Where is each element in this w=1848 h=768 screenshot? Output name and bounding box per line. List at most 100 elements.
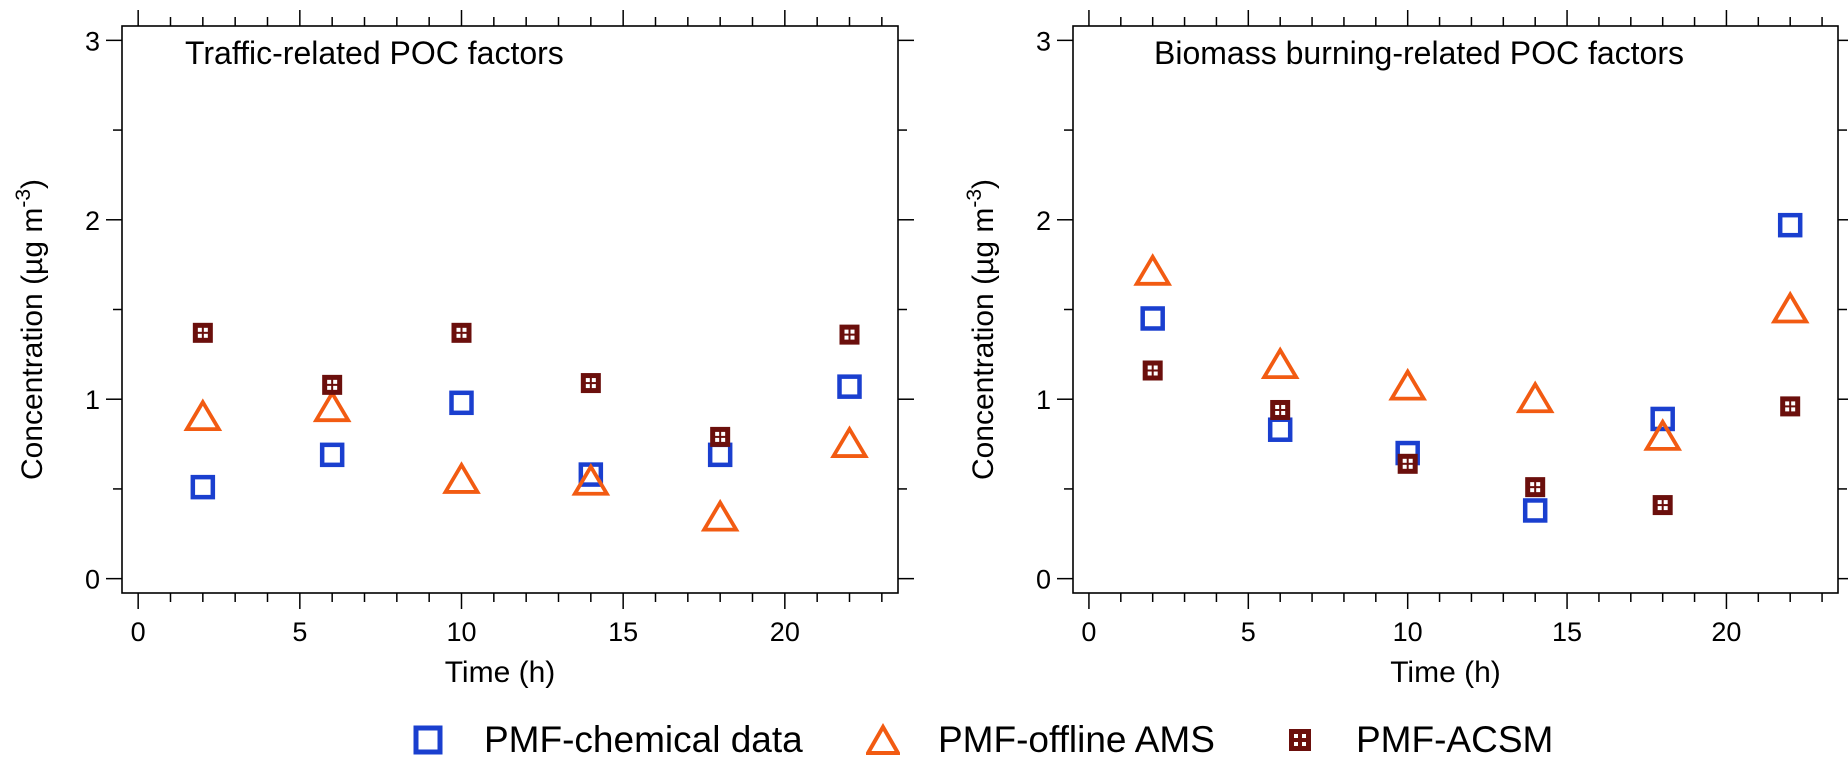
y-tick-label: 3	[1036, 26, 1051, 56]
marker-hole	[1153, 371, 1158, 376]
legend-label: PMF-chemical data	[484, 719, 803, 760]
data-point-triangle	[442, 461, 481, 494]
marker-body	[451, 322, 472, 343]
marker-hole	[1663, 506, 1668, 511]
marker-hole	[1275, 410, 1280, 415]
data-point-square	[1777, 212, 1803, 238]
marker-hole	[844, 329, 849, 334]
marker-hole	[1281, 410, 1286, 415]
marker-hole	[850, 335, 855, 340]
x-axis-label: Time (h)	[1390, 656, 1501, 689]
data-point-triangle	[1133, 253, 1173, 286]
x-tick-label: 10	[446, 617, 476, 647]
marker-hole	[1275, 404, 1280, 409]
marker-hole	[1147, 371, 1152, 376]
data-point-grid-square	[1270, 399, 1291, 420]
data-point-square	[319, 442, 345, 468]
data-point-grid-square	[1652, 495, 1673, 516]
data-point-square	[1650, 406, 1675, 432]
x-tick-label: 0	[1081, 617, 1096, 647]
data-point-square	[1267, 417, 1293, 442]
data-point-square	[837, 374, 862, 399]
marker-body	[1142, 360, 1163, 381]
marker-hole	[1147, 365, 1152, 370]
marker-hole	[721, 437, 726, 442]
data-point-grid-square	[710, 426, 731, 447]
marker-hole	[203, 333, 208, 338]
data-point-grid-square	[192, 322, 213, 343]
marker-hole	[585, 384, 590, 389]
y-tick-label: 2	[85, 206, 100, 236]
marker-body	[1397, 453, 1418, 474]
data-point-square	[449, 390, 474, 416]
plot-frame	[1072, 25, 1839, 594]
x-tick-label: 20	[1711, 617, 1741, 647]
marker-hole	[1536, 488, 1541, 493]
marker-hole	[1791, 401, 1796, 406]
x-tick-label: 10	[1393, 617, 1423, 647]
marker-hole	[1530, 482, 1535, 487]
y-axis-label: Concentration (µg m-3)	[12, 179, 49, 480]
legend-item-offline-ams: PMF-offline AMS	[866, 718, 1215, 762]
x-tick-label: 5	[292, 617, 307, 647]
data-point-triangle	[1515, 380, 1555, 414]
x-tick-label: 0	[131, 617, 146, 647]
marker-body	[1270, 399, 1291, 420]
y-axis-label: Concentration (µg m-3)	[963, 179, 1000, 480]
data-point-square	[1140, 306, 1165, 331]
data-point-square	[707, 442, 733, 468]
y-tick-label: 1	[1036, 385, 1051, 415]
legend-label: PMF-offline AMS	[938, 719, 1215, 760]
marker-hole	[1663, 500, 1668, 505]
y-tick-label: 2	[1036, 206, 1051, 236]
marker-hole	[1657, 500, 1662, 505]
marker-hole	[850, 329, 855, 334]
chart-title: Biomass burning-related POC factors	[1154, 35, 1684, 71]
data-point-triangle	[1260, 346, 1300, 380]
x-tick-label: 20	[770, 617, 800, 647]
plot-frame	[121, 25, 899, 594]
chart-panel-1: 0 5 10 15 20 0 1 2 3 Time (h) Concentration (µg m-…	[12, 10, 914, 689]
data-point-triangle	[571, 463, 611, 496]
marker-hole	[1402, 464, 1407, 469]
marker-hole	[327, 379, 332, 384]
marker-hole	[715, 431, 720, 436]
data-point-square	[190, 474, 216, 500]
data-point-grid-square	[580, 373, 601, 394]
marker-hole	[1281, 404, 1286, 409]
marker-hole	[591, 378, 596, 383]
legend-triangle-marker-icon	[866, 723, 900, 755]
data-point-triangle	[1770, 290, 1810, 324]
marker-hole	[1402, 458, 1407, 463]
data-point-triangle	[1388, 367, 1428, 401]
marker-hole	[1785, 407, 1790, 412]
marker-hole	[1785, 401, 1790, 406]
x-tick-label: 15	[1552, 617, 1582, 647]
data-point-triangle	[700, 498, 740, 532]
marker-hole	[462, 327, 467, 332]
data-point-grid-square	[1525, 477, 1546, 498]
marker-hole	[327, 385, 332, 390]
data-point-triangle	[830, 425, 869, 458]
marker-hole	[844, 335, 849, 340]
marker-hole	[591, 384, 596, 389]
marker-body	[710, 426, 731, 447]
y-tick-label: 1	[85, 385, 100, 415]
marker-body	[322, 374, 343, 395]
marker-hole	[197, 327, 202, 332]
marker-hole	[1408, 458, 1413, 463]
data-point-grid-square	[451, 322, 472, 343]
marker-hole	[1530, 488, 1535, 493]
y-tick-label: 3	[85, 26, 100, 56]
data-point-grid-square	[1397, 453, 1418, 474]
marker-hole	[333, 379, 338, 384]
marker-hole	[456, 327, 461, 332]
marker-hole	[456, 333, 461, 338]
data-point-grid-square	[322, 374, 343, 395]
data-point-grid-square	[1142, 360, 1163, 381]
data-point-grid-square	[839, 324, 860, 345]
marker-hole	[721, 431, 726, 436]
legend: PMF-chemical data PMF-offline AMS PMF-AC…	[0, 718, 1848, 768]
y-tick-label: 0	[85, 565, 100, 595]
marker-hole	[1153, 365, 1158, 370]
